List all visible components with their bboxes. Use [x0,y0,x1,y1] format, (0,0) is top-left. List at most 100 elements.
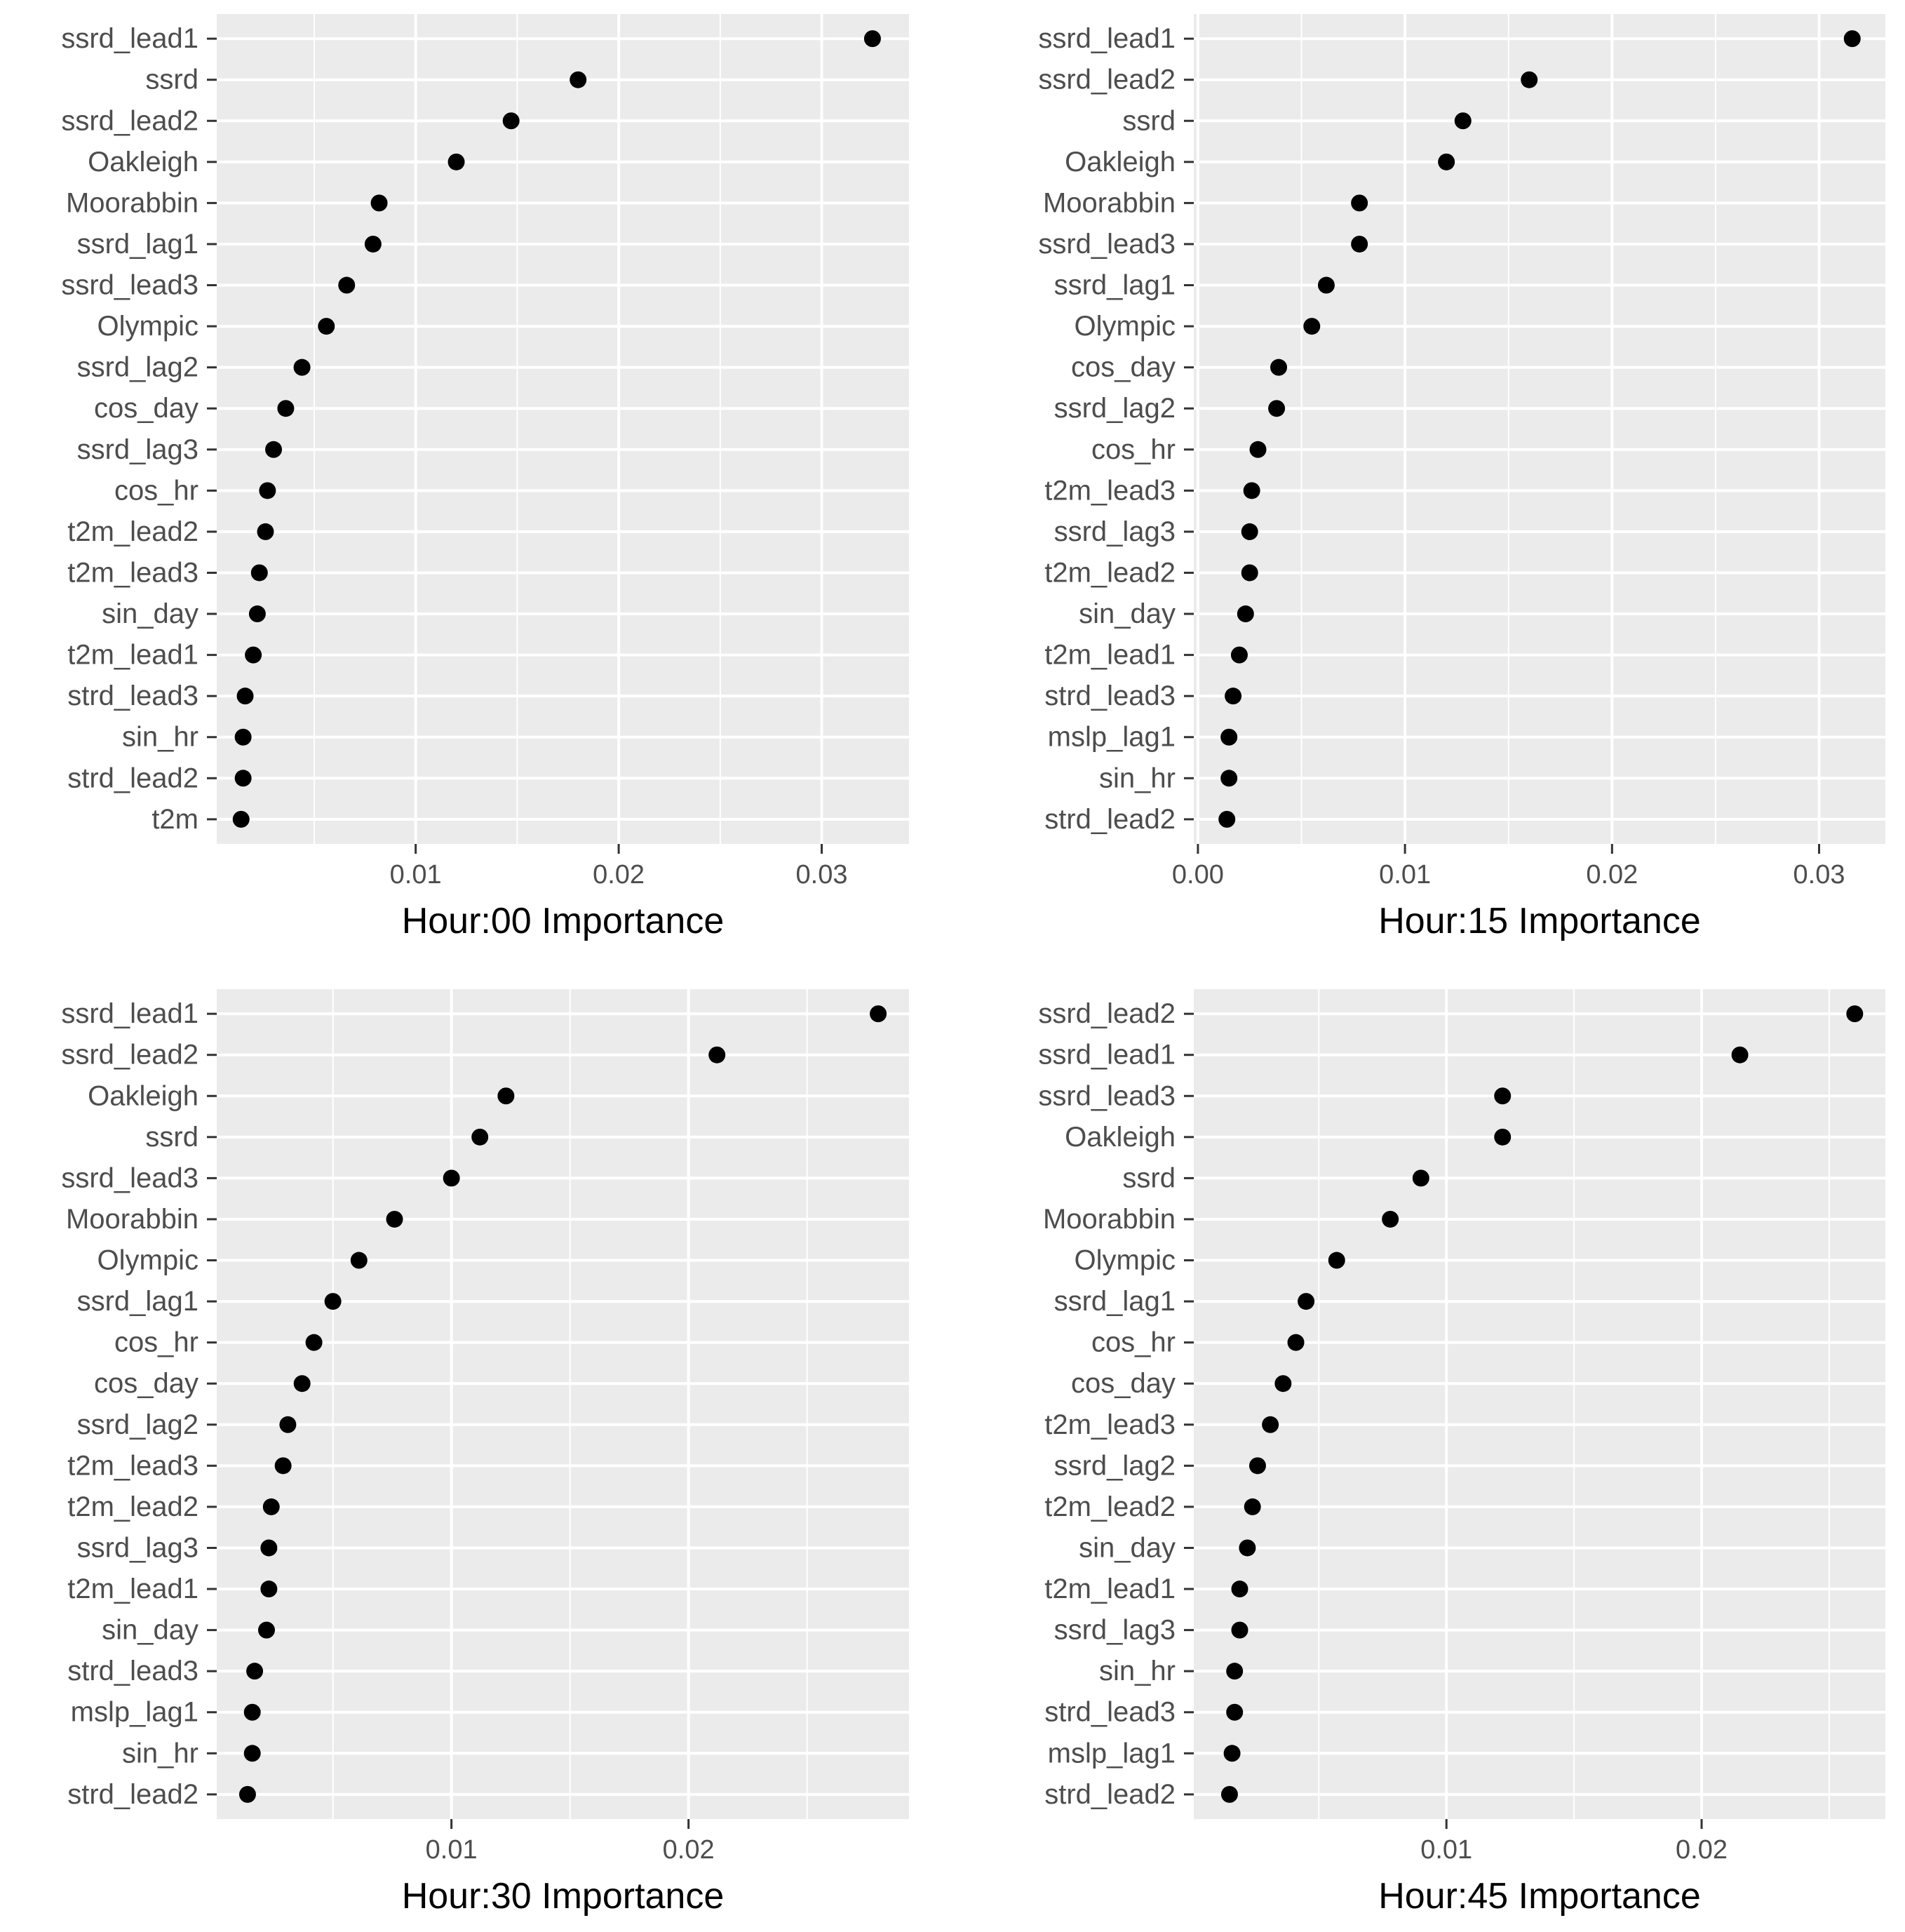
y-tick-label: Oakleigh [88,1080,198,1111]
data-point [260,1539,278,1557]
y-tick-label: cos_hr [114,475,198,506]
data-point [238,1785,256,1803]
y-tick-label: sin_day [102,1615,198,1646]
data-point [1521,71,1538,88]
data-point [1237,605,1254,623]
data-point [277,400,295,417]
data-point [1317,276,1335,294]
x-tick-label: 0.03 [796,860,848,890]
y-tick-label: Moorabbin [1043,1204,1176,1235]
data-point [1244,1498,1261,1515]
y-tick-label: ssrd_lag1 [77,229,198,260]
data-point [497,1087,515,1105]
y-tick-label: ssrd_lag1 [1054,1286,1176,1317]
data-point [1226,1703,1244,1721]
y-tick-label: mslp_lag1 [1048,1738,1176,1769]
x-tick-label: 0.01 [1379,860,1431,890]
data-point [279,1416,297,1433]
data-point [1274,1375,1292,1393]
data-point [443,1169,460,1187]
data-point [1303,318,1321,335]
y-tick-label: ssrd_lead1 [61,23,198,54]
plot-background [1194,989,1885,1819]
data-point [1231,1581,1248,1598]
y-tick-label: ssrd_lead1 [1038,23,1176,54]
y-tick-label: t2m_lead2 [67,516,198,547]
data-point [257,523,274,540]
y-tick-label: cos_hr [114,1327,198,1358]
x-tick-label: 0.02 [593,860,645,890]
y-tick-label: Olympic [97,1245,198,1276]
y-tick-label: ssrd_lead3 [61,270,198,301]
y-tick-label: strd_lead3 [1044,680,1176,711]
y-tick-label: t2m_lead3 [1044,1409,1176,1440]
y-tick-label: Moorabbin [66,187,198,218]
y-tick-label: sin_hr [1099,763,1176,793]
x-axis-title: Hour:30 Importance [402,1876,725,1917]
data-point [386,1210,403,1228]
data-point [318,318,335,335]
data-point [1243,482,1260,499]
data-point [447,153,465,170]
y-tick-label: strd_lead3 [1044,1697,1176,1728]
y-tick-label: t2m_lead3 [67,1450,198,1481]
data-point [1351,235,1368,253]
data-point [1382,1210,1399,1228]
x-tick-label: 0.00 [1172,860,1224,890]
plot-background [217,989,909,1819]
data-point [245,646,262,664]
data-point [243,1703,261,1721]
x-tick-label: 0.03 [1793,860,1845,890]
y-tick-label: ssrd_lead3 [61,1162,198,1193]
data-point [502,112,520,130]
x-axis-title: Hour:45 Importance [1378,1876,1701,1917]
y-tick-label: sin_hr [122,722,198,753]
y-tick-label: Oakleigh [88,147,198,177]
data-point [1249,441,1267,458]
data-point [259,482,276,499]
x-tick-label: 0.01 [390,860,442,890]
y-tick-label: strd_lead3 [67,680,198,711]
data-point [1241,564,1258,582]
data-point [1262,1416,1279,1433]
y-tick-label: ssrd_lead2 [61,1040,198,1071]
y-tick-label: t2m_lead3 [67,557,198,588]
data-point [1226,1663,1244,1680]
data-point [1438,153,1455,170]
y-tick-label: sin_day [102,598,198,629]
data-point [570,71,587,88]
y-tick-label: strd_lead2 [67,1779,198,1810]
y-tick-label: cos_hr [1091,1327,1176,1358]
y-tick-label: ssrd_lag2 [77,352,198,383]
data-point [338,276,356,294]
y-tick-label: ssrd_lead3 [1038,1080,1176,1111]
data-point [1412,1169,1429,1187]
y-tick-label: ssrd_lead1 [61,998,198,1029]
y-tick-label: t2m_lead1 [1044,640,1176,671]
data-point [350,1252,368,1269]
y-tick-label: ssrd_lag3 [1054,516,1176,547]
y-tick-label: ssrd_lag3 [77,1532,198,1563]
y-tick-label: t2m_lead2 [1044,1491,1176,1522]
y-tick-label: ssrd [1122,1162,1176,1193]
y-tick-label: cos_day [1071,352,1176,383]
data-point [1239,1539,1256,1557]
data-point [1248,1457,1266,1475]
y-tick-label: Moorabbin [66,1204,198,1235]
x-tick-label: 0.02 [1676,1835,1728,1865]
y-tick-label: t2m_lead3 [1044,475,1176,506]
data-point [1268,400,1286,417]
data-point [236,687,254,705]
x-axis-title: Hour:00 Importance [402,901,725,941]
y-tick-label: Olympic [1075,311,1176,342]
y-tick-label: cos_hr [1091,434,1176,465]
y-tick-label: t2m_lead1 [67,640,198,671]
y-tick-label: ssrd_lag1 [77,1286,198,1317]
y-tick-label: sin_day [1079,598,1176,629]
x-tick-label: 0.01 [426,1835,478,1865]
x-tick-label: 0.01 [1420,1835,1472,1865]
data-point [1846,1005,1864,1023]
data-point [471,1128,489,1146]
data-point [1223,1745,1241,1762]
